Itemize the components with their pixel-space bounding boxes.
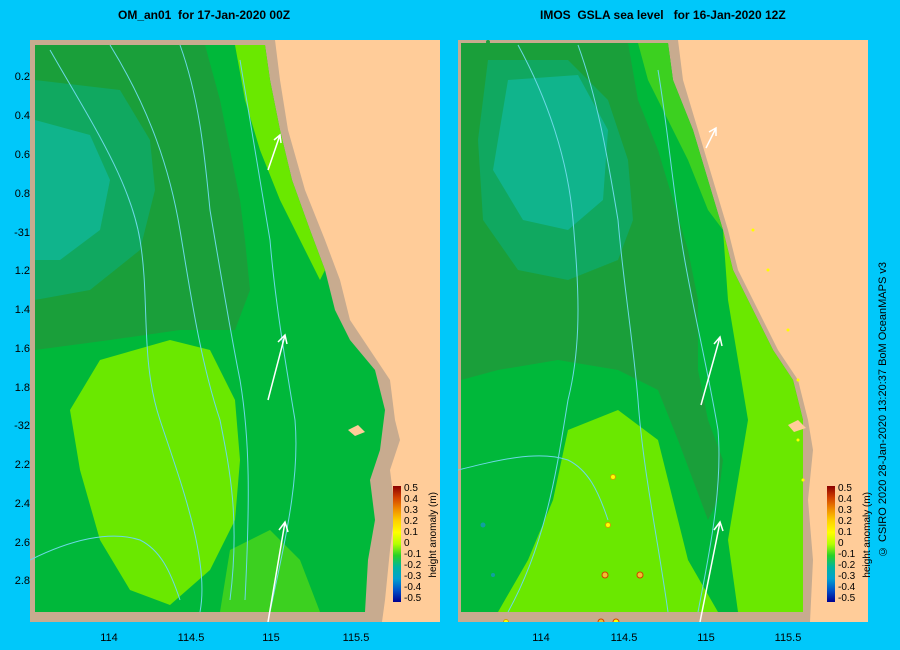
colorbar-tick: 0.5 [838,483,852,494]
bathymetry-contours [458,44,720,613]
colorbar-tick: 0.1 [404,527,418,538]
y-label: 2.2 [14,459,30,471]
credit-text: © CSIRO 2020 28-Jan-2020 13:20:37 BoM Oc… [877,262,889,558]
y-label: 1.2 [14,265,30,277]
colorbar-scale [827,486,835,602]
arrow-icon [267,133,282,171]
right-x-label: 115 [697,632,715,644]
left-x-label: 114.5 [177,632,205,644]
altimeter-points [480,40,805,622]
arrow-icon [267,333,288,401]
colorbar-tick: 0.1 [838,527,852,538]
contour-neg-0-2 [493,75,608,230]
rottnest-island [788,420,806,432]
colorbar-tick: -0.3 [838,571,856,582]
right-map-svg [458,40,868,622]
colorbar-tick: -0.2 [404,560,422,571]
colorbar-tick: 0.3 [838,505,852,516]
colorbar-tick: 0.2 [404,516,418,527]
arrow-icon [699,520,724,622]
colorbar-tick: -0.1 [404,549,422,560]
contour-pos-coast [235,45,325,280]
left-x-label: 115.5 [342,632,370,644]
y-label: 2.4 [14,498,30,510]
left-map-panel [30,40,440,622]
colorbar-label: height anomaly (m) [428,492,439,578]
colorbar-tick: -0.2 [838,560,856,571]
colorbar-tick: -0.4 [838,582,856,593]
right-colorbar: 0.5 0.4 0.3 0.2 0.1 0 -0.1 -0.2 -0.3 -0.… [822,484,878,604]
rottnest-island [348,425,365,436]
contour-pos-0-1 [70,340,240,605]
right-x-label: 114.5 [610,632,638,644]
y-label: 1.8 [14,382,30,394]
contour-pos-0-1 [498,410,718,612]
contour-pos-coast-north [638,43,723,230]
right-x-label: 115.5 [774,632,802,644]
contour-pos-coast [723,230,803,612]
colorbar-scale [393,486,401,602]
arrow-icon [267,520,289,622]
colorbar-tick: -0.5 [404,593,422,604]
left-map-title: OM_an01 for 17-Jan-2020 00Z [118,8,291,22]
colorbar-tick: -0.1 [838,549,856,560]
arrow-icon [700,335,723,406]
colorbar-tick: 0.4 [404,494,418,505]
colorbar-tick: 0 [838,538,844,549]
left-map-svg [30,40,440,622]
colorbar-tick: 0.2 [838,516,852,527]
colorbar-tick: 0.4 [838,494,852,505]
y-label: 2.8 [14,575,30,587]
current-arrows [267,133,289,622]
y-label: 0.2 [14,71,30,83]
y-label: 0.4 [14,110,30,122]
colorbar-label: height anomaly (m) [862,492,873,578]
colorbar-tick: -0.3 [404,571,422,582]
arrow-icon [705,126,717,149]
colorbar-tick: -0.4 [404,582,422,593]
left-x-label: 115 [262,632,280,644]
right-map-title: IMOS GSLA sea level for 16-Jan-2020 12Z [540,8,786,22]
y-label: 0.8 [14,188,30,200]
contour-neg-0-2 [35,120,110,260]
y-label: 2.6 [14,537,30,549]
left-colorbar: 0.5 0.4 0.3 0.2 0.1 0 -0.1 -0.2 -0.3 -0.… [388,484,444,604]
left-x-label: 114 [100,632,118,644]
right-x-label: 114 [532,632,550,644]
bathymetry-contours [30,44,297,613]
colorbar-tick: 0.5 [404,483,418,494]
y-label: 1.6 [14,343,30,355]
colorbar-tick: 0.3 [404,505,418,516]
right-map-panel [458,40,868,622]
current-arrows [699,126,724,622]
colorbar-tick: 0 [404,538,410,549]
y-label: 1.4 [14,304,30,316]
y-label: -31 [14,227,30,239]
y-label: -32 [14,420,30,432]
colorbar-tick: -0.5 [838,593,856,604]
y-label: 0.6 [14,149,30,161]
